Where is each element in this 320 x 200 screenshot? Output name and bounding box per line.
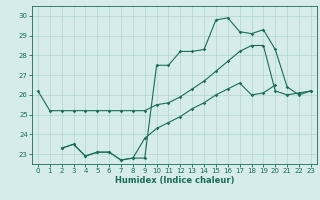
X-axis label: Humidex (Indice chaleur): Humidex (Indice chaleur)	[115, 176, 234, 185]
